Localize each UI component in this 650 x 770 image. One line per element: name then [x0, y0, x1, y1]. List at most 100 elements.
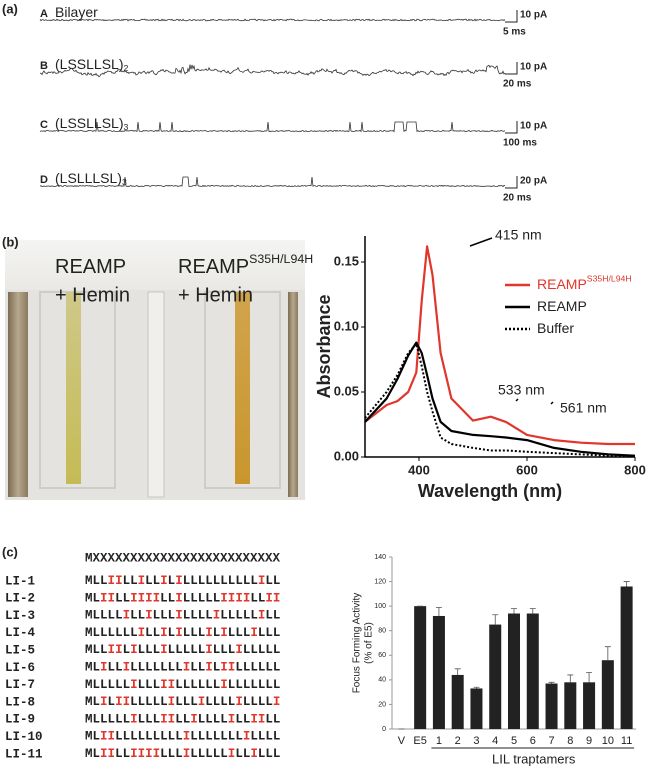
row-label: LI-7 [5, 678, 35, 692]
residue: M [85, 574, 93, 588]
residue: M [85, 678, 93, 692]
trace-letter: D [40, 174, 48, 186]
residue: L [138, 713, 146, 727]
residue: I [183, 730, 191, 744]
bar [583, 682, 595, 729]
residue: L [205, 678, 213, 692]
sequence: MLLLLLILLLIILLLLLLILLLLLLL [85, 678, 280, 692]
annotation-leader [516, 399, 518, 401]
x-tick-label: 7 [548, 735, 554, 747]
bar [433, 616, 445, 729]
y-axis-label: (% of E5) [364, 622, 375, 664]
residue: L [265, 713, 273, 727]
sequence: MLLLLILLILLLILLLLILLLLLILL [85, 609, 280, 623]
residue: L [93, 626, 101, 640]
residue: L [168, 574, 176, 588]
residue: L [145, 643, 153, 657]
residue: L [198, 730, 206, 744]
residue: I [168, 713, 176, 727]
residue: L [243, 678, 251, 692]
residue: L [190, 695, 198, 709]
x-axis-label: Wavelength (nm) [418, 481, 562, 501]
residue: L [115, 592, 123, 606]
residue: L [205, 713, 213, 727]
residue: L [93, 730, 101, 744]
residue: L [175, 747, 183, 761]
residue: L [265, 661, 273, 675]
residue: L [273, 678, 281, 692]
residue: I [258, 574, 266, 588]
residue: L [250, 592, 258, 606]
residue: L [235, 626, 243, 640]
residue: L [93, 643, 101, 657]
photo-label-sup: S35H/L94H [249, 252, 313, 266]
residue: L [228, 574, 236, 588]
residue: L [130, 661, 138, 675]
bar [621, 586, 633, 729]
residue: L [183, 678, 191, 692]
residue: L [250, 695, 258, 709]
residue: I [183, 661, 191, 675]
residue: I [220, 592, 228, 606]
residue: I [100, 747, 108, 761]
residue: L [213, 678, 221, 692]
legend-label-main: REAMP [537, 298, 587, 314]
residue: I [175, 626, 183, 640]
residue: L [235, 609, 243, 623]
residue: I [168, 695, 176, 709]
legend-label-sup: S35H/L94H [587, 274, 632, 284]
residue: L [250, 661, 258, 675]
residue: L [160, 730, 168, 744]
x-tick-label: 800 [624, 462, 646, 477]
residue: L [175, 678, 183, 692]
residue: L [228, 695, 236, 709]
legend-label-main: Buffer [537, 320, 574, 336]
residue: L [220, 713, 228, 727]
residue: L [265, 643, 273, 657]
residue: L [228, 643, 236, 657]
trace-name-main: Bilayer [55, 4, 98, 20]
residue: L [115, 713, 123, 727]
residue: L [130, 730, 138, 744]
residue: L [235, 678, 243, 692]
residue: L [265, 574, 273, 588]
residue: L [175, 695, 183, 709]
residue: L [123, 592, 131, 606]
residue: L [123, 643, 131, 657]
photo-label: REAMP [55, 256, 126, 278]
residue: L [243, 626, 251, 640]
error-bar [605, 647, 611, 661]
residue: L [190, 661, 198, 675]
residue: L [220, 609, 228, 623]
residue: L [115, 730, 123, 744]
y-tick-label: 0.05 [334, 383, 359, 398]
sequence: MLLLLLILLLIILLILLLLILLIILL [85, 713, 280, 727]
residue: I [235, 695, 243, 709]
residue: L [183, 713, 191, 727]
residue: I [100, 592, 108, 606]
residue: L [145, 661, 153, 675]
residue: L [183, 609, 191, 623]
residue: I [183, 747, 191, 761]
residue: I [108, 730, 116, 744]
residue: L [250, 609, 258, 623]
residue: L [190, 678, 198, 692]
x-tick-label: 3 [473, 735, 479, 747]
residue: L [243, 695, 251, 709]
photo [5, 240, 305, 500]
annotation: 533 nm [498, 382, 545, 398]
residue: L [198, 574, 206, 588]
residue: L [258, 592, 266, 606]
residue: L [153, 609, 161, 623]
residue: I [108, 643, 116, 657]
residue: I [138, 747, 146, 761]
residue: L [153, 730, 161, 744]
error-bar [492, 615, 498, 625]
residue: L [93, 713, 101, 727]
residue: L [220, 747, 228, 761]
residue: L [115, 661, 123, 675]
residue: L [205, 747, 213, 761]
residue: I [130, 747, 138, 761]
residue: L [220, 574, 228, 588]
residue: L [198, 643, 206, 657]
